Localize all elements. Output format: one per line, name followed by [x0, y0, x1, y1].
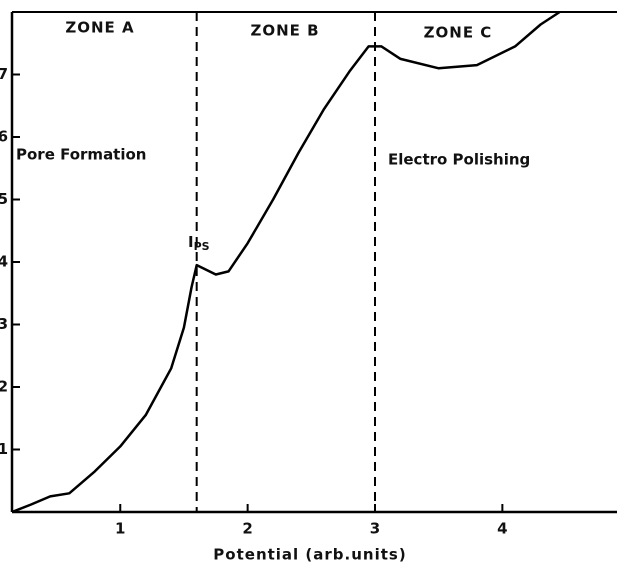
annotation: Pore Formation — [16, 146, 146, 164]
x-tick-label: 3 — [370, 520, 380, 538]
x-tick-label: 2 — [242, 520, 252, 538]
y-tick-label: 5 — [0, 190, 8, 208]
zone-label: ZONE C — [424, 24, 493, 42]
y-tick-label: 4 — [0, 253, 8, 271]
peak-label-sub: PS — [194, 240, 210, 253]
zone-label: ZONE B — [250, 22, 319, 40]
x-tick-label: 4 — [497, 520, 507, 538]
data-line — [12, 12, 560, 512]
chart: 1 2 3 4 1 2 3 4 5 6 7 ZONE A ZONE B ZONE C Pore Format… — [0, 0, 619, 572]
y-tick-label: 1 — [0, 440, 8, 458]
y-tick-label: 2 — [0, 378, 8, 396]
zone-label: ZONE A — [65, 19, 134, 37]
y-tick-label: 7 — [0, 65, 8, 83]
x-axis-label: Potential (arb.units) — [213, 546, 406, 564]
x-tick-label: 1 — [115, 520, 125, 538]
y-tick-label: 3 — [0, 315, 8, 333]
annotation: Electro Polishing — [388, 151, 530, 169]
y-tick-label: 6 — [0, 128, 8, 146]
peak-label: IPS — [188, 233, 210, 254]
